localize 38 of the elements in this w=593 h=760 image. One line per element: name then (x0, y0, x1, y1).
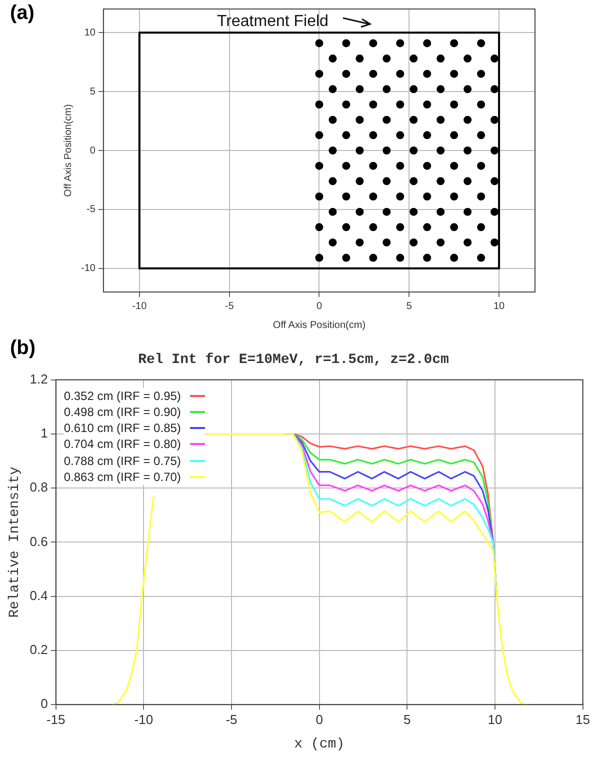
y-tick-label: 0 (40, 696, 48, 712)
y-tick-label: 1.2 (30, 371, 48, 386)
y-axis-title: Off Axis Position(cm) (62, 104, 74, 197)
x-tick-label: -5 (226, 712, 238, 727)
text: (a) (10, 2, 34, 25)
legend-label: 0.863 cm (IRF = 0.70) (64, 470, 181, 484)
legend-label: 0.788 cm (IRF = 0.75) (64, 454, 181, 468)
chart-title: Rel Int for E=10MeV, r=1.5cm, z=2.0cm (138, 352, 449, 368)
legend-label: 0.610 cm (IRF = 0.85) (64, 421, 181, 436)
x-tick-label: -5 (224, 300, 234, 312)
x-tick-label: 5 (404, 712, 411, 727)
y-tick-label: 0.2 (30, 642, 48, 658)
y-axis-title: Relative Intensity (7, 466, 24, 618)
y-tick-label: 0 (90, 145, 96, 156)
x-tick-label: -10 (132, 300, 148, 312)
y-tick-label: -10 (81, 263, 96, 274)
y-tick-label: 10 (84, 27, 96, 38)
y-tick-label: 0.4 (30, 588, 48, 603)
y-tick-label: 5 (90, 86, 96, 98)
legend-label: 0.704 cm (IRF = 0.80) (64, 437, 181, 452)
x-tick-label: 10 (488, 712, 502, 727)
x-tick-label: -10 (134, 712, 154, 727)
text: (b) (10, 337, 36, 360)
x-tick-label: 10 (493, 300, 506, 312)
y-tick-label: 0.8 (30, 480, 48, 495)
x-axis-title: x (cm) (294, 736, 345, 752)
x-axis-title: Off Axis Position(cm) (272, 320, 366, 331)
y-tick-label: -5 (86, 204, 96, 216)
x-tick-label: 15 (576, 712, 590, 727)
x-tick-label: -15 (46, 712, 66, 727)
y-tick-label: 1 (40, 426, 48, 441)
y-tick-label: 0.6 (30, 534, 48, 549)
x-tick-label: 0 (316, 712, 323, 727)
x-tick-label: 5 (406, 300, 412, 312)
legend-label: 0.352 cm (IRF = 0.95) (64, 388, 181, 403)
x-tick-label: 0 (316, 300, 322, 312)
annotation: Treatment Field (217, 13, 328, 30)
legend-label: 0.498 cm (IRF = 0.90) (64, 405, 181, 420)
